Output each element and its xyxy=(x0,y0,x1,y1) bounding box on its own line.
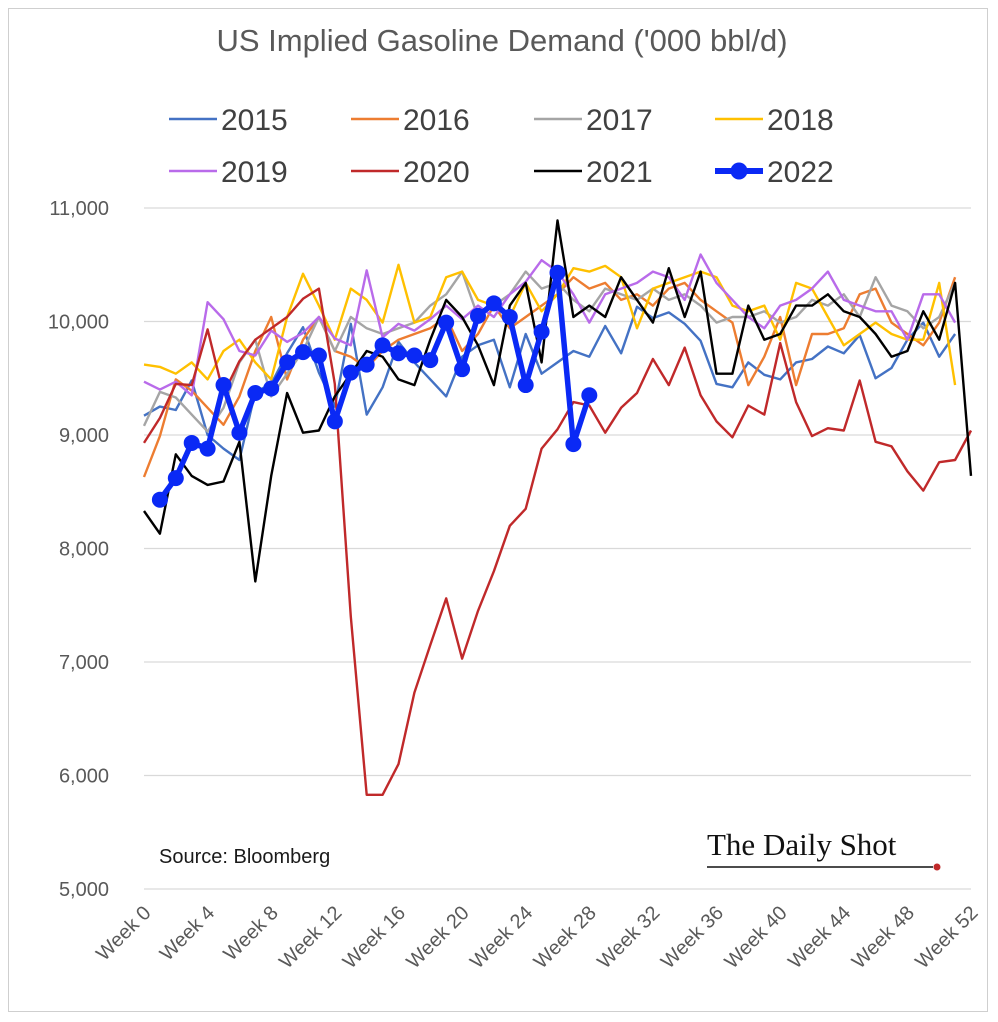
x-tick-label: Week 16 xyxy=(339,902,410,973)
brand-logo: The Daily Shot xyxy=(707,827,941,871)
y-tick-label: 9,000 xyxy=(59,425,109,447)
x-tick-label: Week 8 xyxy=(220,902,283,965)
y-tick-label: 11,000 xyxy=(49,198,109,220)
data-point-2022 xyxy=(247,385,264,402)
data-point-2022 xyxy=(390,345,407,362)
x-tick-label: Week 12 xyxy=(275,902,346,973)
data-point-2022 xyxy=(279,354,296,371)
legend-label-2020: 2020 xyxy=(403,156,470,189)
data-point-2022 xyxy=(565,436,582,453)
legend-label-2017: 2017 xyxy=(586,104,653,137)
data-point-2022 xyxy=(199,440,216,457)
chart-title: US Implied Gasoline Demand ('000 bbl/d) xyxy=(216,23,787,58)
x-tick-label: Week 52 xyxy=(911,902,982,973)
series-lines xyxy=(142,219,973,796)
data-point-2022 xyxy=(533,323,550,340)
x-tick-label: Week 24 xyxy=(466,902,537,973)
series-line-2015 xyxy=(143,305,957,462)
chart-frame: US Implied Gasoline Demand ('000 bbl/d) … xyxy=(8,8,988,1012)
data-point-2022 xyxy=(167,470,184,487)
data-point-2022 xyxy=(454,361,471,378)
data-point-2022 xyxy=(469,307,486,324)
data-point-2022 xyxy=(310,347,327,364)
data-point-2022 xyxy=(438,314,455,331)
brand-text: The Daily Shot xyxy=(707,827,897,862)
data-point-2022 xyxy=(581,387,598,404)
data-point-2022 xyxy=(358,356,375,373)
source-annotation: Source: Bloomberg xyxy=(159,846,330,868)
y-tick-label: 7,000 xyxy=(59,652,109,674)
x-tick-label: Week 44 xyxy=(784,902,855,973)
legend-label-2016: 2016 xyxy=(403,104,470,137)
series-line-2020 xyxy=(142,287,973,796)
series-line-2021 xyxy=(143,219,973,583)
data-point-2022 xyxy=(342,364,359,381)
x-tick-label: Week 48 xyxy=(848,902,919,973)
data-point-2022 xyxy=(231,424,248,441)
data-point-2022 xyxy=(295,344,312,361)
y-axis-ticks: 5,000 6,000 7,000 8,000 9,000 10,000 11,000 xyxy=(48,198,109,901)
legend-label-2018: 2018 xyxy=(767,104,834,137)
gridlines xyxy=(144,207,971,890)
series-line-2022 xyxy=(157,269,592,502)
legend-label-2019: 2019 xyxy=(221,156,288,189)
x-tick-label: Week 4 xyxy=(156,902,219,965)
data-point-2022 xyxy=(549,264,566,281)
data-point-2022 xyxy=(263,380,280,397)
data-point-2022 xyxy=(326,413,343,430)
data-point-2022 xyxy=(501,308,518,325)
data-point-2022 xyxy=(517,377,534,394)
line-chart: US Implied Gasoline Demand ('000 bbl/d) … xyxy=(48,23,983,973)
data-point-2022 xyxy=(215,377,232,394)
x-tick-label: Week 20 xyxy=(402,902,473,973)
legend-label-2022: 2022 xyxy=(767,156,834,189)
data-point-2022 xyxy=(485,295,502,312)
data-point-2022 xyxy=(151,491,168,508)
x-tick-label: Week 40 xyxy=(721,902,792,973)
x-tick-label: Week 28 xyxy=(530,902,601,973)
legend-marker-2022 xyxy=(730,162,748,180)
x-tick-label: Week 36 xyxy=(657,902,728,973)
data-point-2022 xyxy=(374,337,391,354)
x-tick-label: Week 32 xyxy=(593,902,664,973)
legend-label-2021: 2021 xyxy=(586,156,653,189)
data-point-2022 xyxy=(406,347,423,364)
legend: 2015 2016 2017 2018 2019 2020 2021 2022 xyxy=(169,104,834,189)
y-tick-label: 6,000 xyxy=(59,766,109,788)
y-tick-label: 10,000 xyxy=(48,312,109,334)
data-point-2022 xyxy=(422,352,439,369)
x-tick-label: Week 0 xyxy=(92,902,155,965)
data-point-2022 xyxy=(183,434,200,451)
brand-dot xyxy=(933,863,941,871)
series-line-2019 xyxy=(143,253,957,397)
legend-label-2015: 2015 xyxy=(221,104,288,137)
y-tick-label: 8,000 xyxy=(59,539,109,561)
y-tick-label: 5,000 xyxy=(59,879,109,901)
